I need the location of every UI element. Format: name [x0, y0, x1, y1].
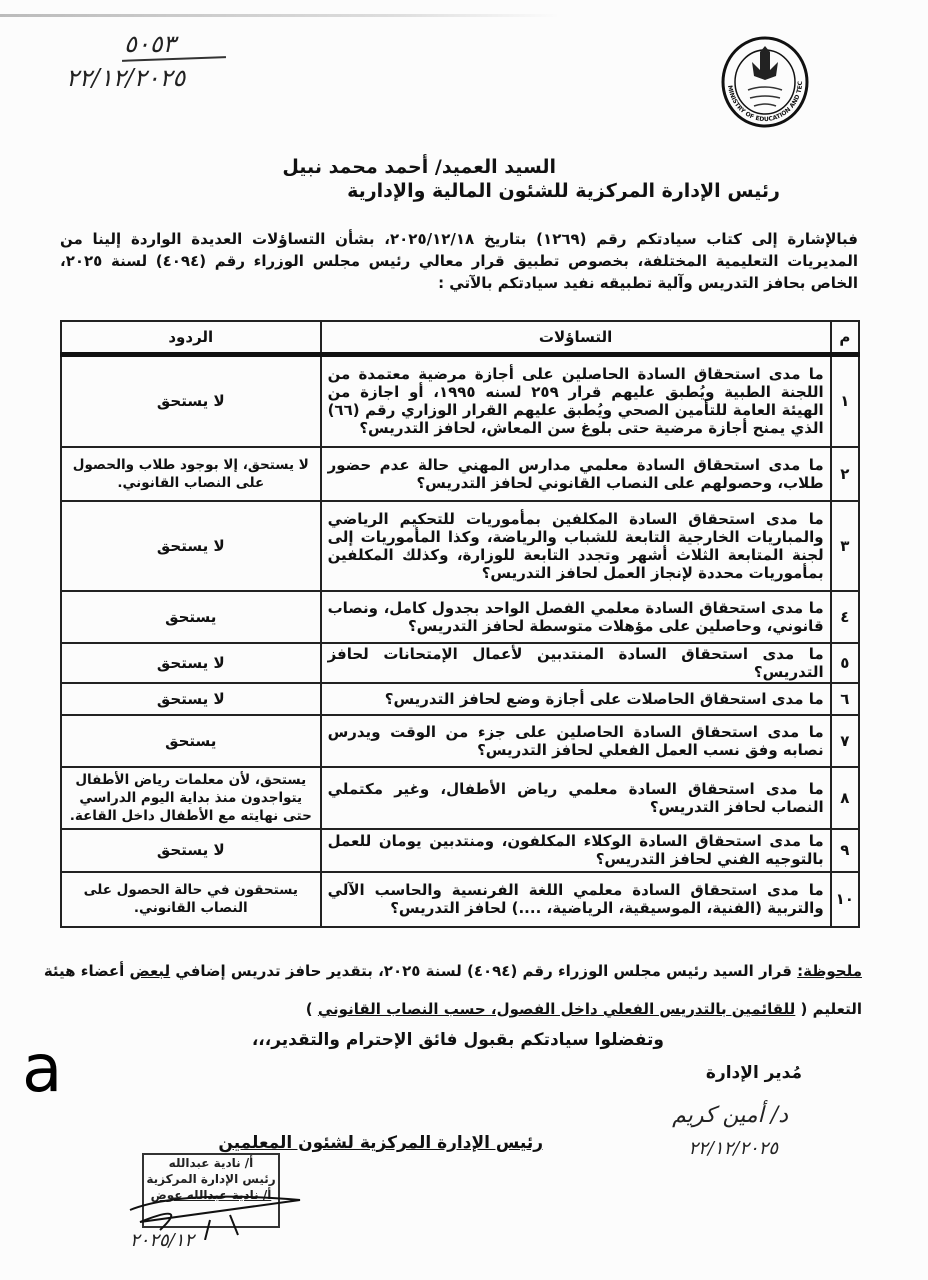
note-label: ملحوظة: [797, 962, 862, 980]
row-question: ما مدى استحقاق السادة الوكلاء المكلفون، … [319, 827, 832, 873]
manager-title: مُدير الإدارة [705, 1063, 802, 1083]
row-number: ٣ [829, 499, 861, 592]
table-row: ٤ ما مدى استحقاق السادة معلمي الفصل الواح… [60, 589, 861, 644]
corner-label: a [22, 1030, 63, 1107]
note-emphasis: لبعض [129, 962, 171, 980]
note-underlined: للقائمين بالتدريس الفعلي داخل الفصول، حس… [317, 1000, 796, 1018]
row-question: ما مدى استحقاق الحاصلات على أجازة وضع لح… [319, 681, 832, 716]
row-response: لا يستحق [60, 499, 322, 592]
table-row: ٥ ما مدى استحقاق السادة المنتدبين لأعمال … [60, 641, 861, 684]
row-number: ٨ [829, 765, 861, 830]
table-row: ٢ ما مدى استحقاق السادة معلمي مدارس المهن… [60, 445, 861, 502]
manager-signature-date: ٢٢/١٢/٢٠٢٥ [688, 1138, 778, 1159]
row-number: ٢ [829, 445, 861, 502]
ministry-logo: MINISTRY OF EDUCATION AND TECHNICAL EDUC… [717, 31, 810, 128]
header-question: التساؤلات [319, 320, 832, 357]
row-number: ٧ [829, 713, 861, 768]
table-row: ٧ ما مدى استحقاق السادة الحاصلين على جزء … [60, 713, 861, 768]
row-response: لا يستحق [60, 353, 322, 448]
table-row: ١ ما مدى استحقاق السادة الحاصلين على أجاز… [60, 353, 861, 448]
row-question: ما مدى استحقاق السادة المكلفين بمأموريات… [319, 499, 832, 592]
head-title: رئيس الإدارة المركزية لشئون المعلمين [218, 1133, 543, 1153]
questions-table: م التساؤلات الردود ١ ما مدى استحقاق الساد… [60, 320, 861, 928]
head-signature-date: ٢٠٢٥/١٢ [130, 1230, 195, 1251]
addressee-name: السيد العميد/ أحمد محمد نبيل [282, 156, 556, 178]
row-number: ١٠ [829, 870, 861, 928]
table-header: م التساؤلات الردود [60, 320, 861, 357]
note-text-2: أعضاء هيئة التعليم ( [43, 962, 862, 1018]
table-row: ١٠ ما مدى استحقاق السادة معلمي اللغة الفر… [60, 870, 861, 928]
row-question: ما مدى استحقاق السادة معلمي الفصل الواحد… [319, 589, 832, 644]
row-question: ما مدى استحقاق السادة معلمي اللغة الفرنس… [319, 870, 832, 928]
stamp-line-1: أ/ نادية عبدالله [168, 1156, 254, 1170]
note-text-1: قرار السيد رئيس مجلس الوزراء رقم (٤٠٩٤) … [170, 962, 798, 980]
row-question: ما مدى استحقاق السادة معلمي رياض الأطفال… [319, 765, 832, 830]
row-number: ٩ [829, 827, 861, 873]
row-response: لا يستحق [60, 681, 322, 716]
table-row: ٦ ما مدى استحقاق الحاصلات على أجازة وضع ل… [60, 681, 861, 716]
row-response: يستحق، لأن معلمات رياض الأطفال يتواجدون … [60, 765, 322, 830]
stamp-line-2: رئيس الإدارة المركزية [146, 1172, 276, 1186]
row-number: ٥ [829, 641, 861, 684]
row-number: ٦ [829, 681, 861, 716]
header-response: الردود [60, 320, 322, 357]
row-response: يستحق [60, 589, 322, 644]
row-response: لا يستحق، إلا بوجود طلاب والحصول على الن… [60, 445, 322, 502]
head-signature-scribble [129, 1195, 301, 1240]
row-number: ١ [829, 353, 861, 448]
handwritten-ref-date: ٢٢/١٢/٢٠٢٥ [66, 64, 186, 92]
closing-line: وتفضلوا سيادتكم بقبول فائق الإحترام والت… [251, 1030, 664, 1050]
row-number: ٤ [829, 589, 861, 644]
addressee-title: رئيس الإدارة المركزية للشئون المالية وال… [347, 180, 780, 202]
scan-edge-line [0, 14, 560, 17]
row-response: لا يستحق [60, 827, 322, 873]
manager-signature: د/ أمين كريم [672, 1103, 788, 1128]
table-row: ٩ ما مدى استحقاق السادة الوكلاء المكلفون،… [60, 827, 861, 873]
row-response: يستحقون في حالة الحصول على النصاب القانو… [60, 870, 322, 928]
row-response: يستحق [60, 713, 322, 768]
row-response: لا يستحق [60, 641, 322, 684]
row-question: ما مدى استحقاق السادة الحاصلين على أجازة… [319, 353, 832, 448]
row-question: ما مدى استحقاق السادة الحاصلين على جزء م… [319, 713, 832, 768]
row-question: ما مدى استحقاق السادة معلمي مدارس المهني… [319, 445, 832, 502]
note: ملحوظة: قرار السيد رئيس مجلس الوزراء رقم… [42, 952, 862, 1028]
table-row: ٣ ما مدى استحقاق السادة المكلفين بمأموريا… [60, 499, 861, 592]
intro-paragraph: فبالإشارة إلى كتاب سيادتكم رقم (١٢٦٩) بت… [60, 228, 858, 294]
table-row: ٨ ما مدى استحقاق السادة معلمي رياض الأطفا… [60, 765, 861, 830]
note-text-3: ) [305, 1000, 318, 1018]
handwritten-ref-number: ٥٠٥٣ [124, 30, 176, 58]
header-number: م [829, 320, 861, 357]
intro-text: فبالإشارة إلى كتاب سيادتكم رقم (١٢٦٩) بت… [60, 230, 859, 292]
row-question: ما مدى استحقاق السادة المنتدبين لأعمال ا… [319, 641, 832, 684]
